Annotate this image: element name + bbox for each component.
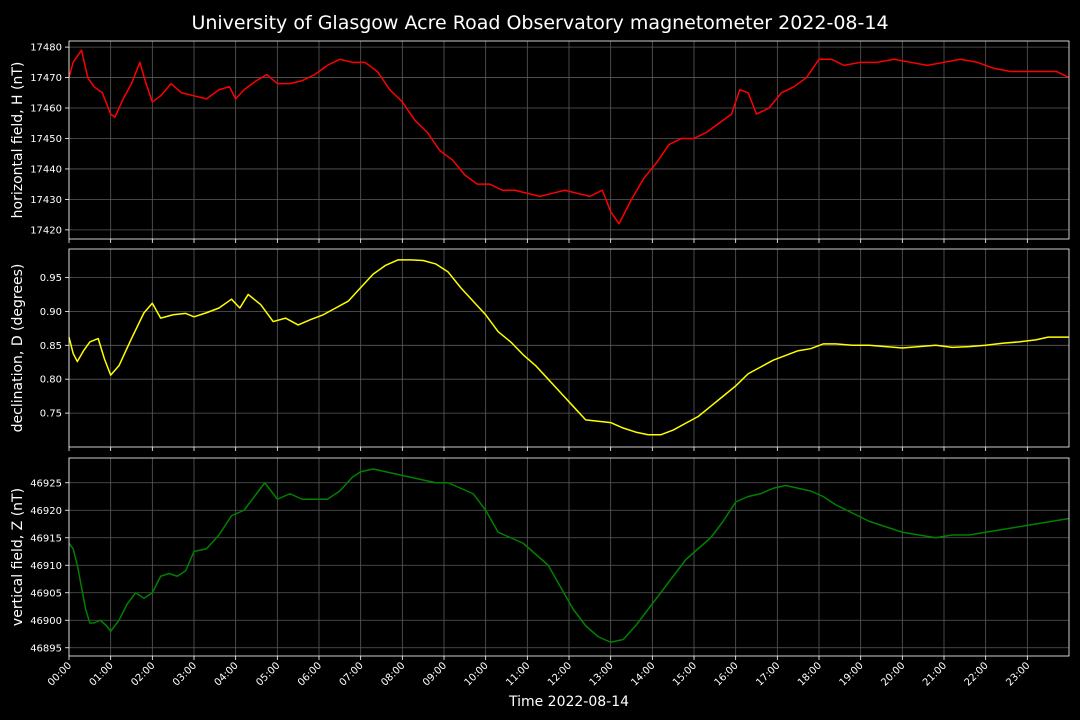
horizontal-field-y-tick-label: 17460 <box>30 104 62 115</box>
chart-title: University of Glasgow Acre Road Observat… <box>191 12 888 34</box>
horizontal-field-panel: 17420 17430 17440 17450 17460 17470 17480 horiz… <box>10 40 1070 243</box>
declination-y-tick-label: 0.95 <box>40 273 62 284</box>
horizontal-field-y-tick-label: 17450 <box>30 134 62 145</box>
declination-y-tick-label: 0.90 <box>40 307 62 318</box>
horizontal-field-y-tick-label: 17470 <box>30 73 62 84</box>
vertical-field-y-tick-label: 46900 <box>30 616 62 627</box>
vertical-field-y-tick-label: 46905 <box>30 588 62 599</box>
declination-y-tick-label: 0.80 <box>40 375 62 386</box>
vertical-field-y-tick-label: 46895 <box>30 643 62 654</box>
horizontal-field-y-tick-label: 17430 <box>30 195 62 206</box>
declination-y-axis-label: declination, D (degrees) <box>10 264 26 433</box>
horizontal-field-y-axis-label: horizontal field, H (nT) <box>10 62 26 219</box>
vertical-field-series-line <box>68 468 1070 643</box>
vertical-field-y-tick-label: 46925 <box>30 478 62 489</box>
vertical-field-panel: 46895 46900 46905 46910 46915 46920 46925 verti… <box>10 457 1070 660</box>
vertical-field-frame <box>68 457 1070 657</box>
vertical-field-y-axis-label: vertical field, Z (nT) <box>10 488 26 626</box>
declination-frame <box>68 248 1070 448</box>
x-axis-label: Time 2022-08-14 <box>508 694 629 710</box>
declination-panel: 0.75 0.80 0.85 0.90 0.95 declination, D (degr… <box>10 248 1070 451</box>
declination-series-line <box>68 259 1069 436</box>
horizontal-field-y-tick-label: 17480 <box>30 43 62 54</box>
vertical-field-y-tick-label: 46920 <box>30 506 62 517</box>
declination-y-tick-label: 0.85 <box>40 341 62 352</box>
horizontal-field-y-tick-label: 17440 <box>30 164 62 175</box>
horizontal-field-y-tick-label: 17420 <box>30 225 62 236</box>
horizontal-field-frame <box>68 40 1070 240</box>
horizontal-field-series-line <box>68 49 1070 225</box>
vertical-field-y-tick-label: 46915 <box>30 533 62 544</box>
vertical-field-y-tick-label: 46910 <box>30 561 62 572</box>
declination-y-tick-label: 0.75 <box>40 409 62 420</box>
